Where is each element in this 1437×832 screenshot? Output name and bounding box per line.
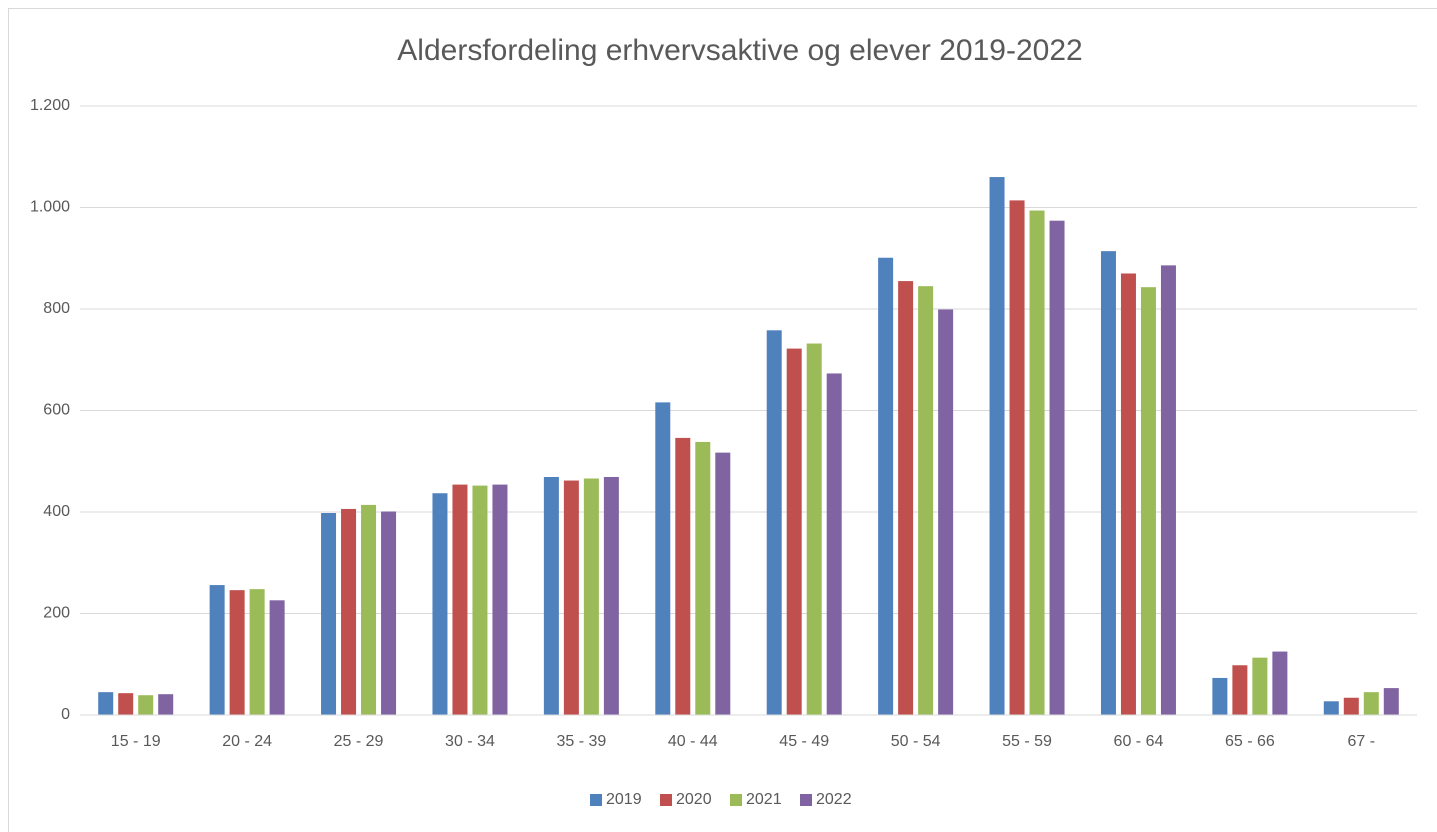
legend-label: 2020	[676, 791, 712, 808]
legend-swatch	[590, 794, 602, 806]
bar	[209, 585, 225, 715]
bar	[563, 480, 579, 715]
bar	[1323, 701, 1339, 715]
bar	[98, 692, 114, 715]
bar	[229, 590, 245, 715]
y-tick-label: 1.000	[30, 199, 70, 216]
x-tick-label: 45 - 49	[779, 733, 829, 750]
bar	[381, 511, 397, 715]
bar	[786, 348, 802, 715]
x-tick-label: 35 - 39	[556, 733, 606, 750]
bar	[655, 402, 671, 715]
y-tick-label: 0	[61, 706, 70, 723]
bar	[806, 343, 822, 715]
bar	[715, 452, 731, 715]
chart-title: Aldersfordeling erhvervsaktive og elever…	[397, 34, 1082, 67]
bar	[989, 177, 1005, 716]
bar	[1363, 692, 1379, 715]
bar	[878, 257, 894, 715]
bar	[1120, 273, 1136, 715]
y-tick-label: 200	[43, 605, 70, 622]
bar	[452, 484, 468, 715]
legend-label: 2022	[816, 791, 852, 808]
bar	[1140, 287, 1156, 715]
y-tick-label: 400	[43, 503, 70, 520]
bar	[158, 694, 174, 715]
legend-swatch	[800, 794, 812, 806]
legend-label: 2019	[606, 791, 642, 808]
legend-swatch	[730, 794, 742, 806]
bar	[675, 437, 691, 715]
bar	[341, 508, 357, 715]
bar	[118, 693, 134, 715]
bar	[603, 476, 619, 715]
y-tick-label: 600	[43, 402, 70, 419]
bar	[766, 330, 782, 715]
bar	[269, 600, 285, 715]
y-tick-label: 1.200	[30, 97, 70, 114]
bar	[361, 504, 377, 715]
bar	[826, 373, 842, 715]
x-tick-label: 20 - 24	[222, 733, 272, 750]
y-tick-label: 800	[43, 300, 70, 317]
bar	[1009, 200, 1025, 715]
bar	[1232, 665, 1248, 715]
bar	[1272, 651, 1288, 715]
bar	[918, 286, 934, 715]
bar	[1252, 657, 1268, 715]
bar	[321, 513, 337, 715]
x-tick-label: 30 - 34	[445, 733, 495, 750]
bar	[1343, 697, 1359, 715]
bar	[432, 493, 448, 715]
x-tick-label: 67 -	[1348, 733, 1376, 750]
bar	[472, 485, 488, 715]
x-tick-label: 40 - 44	[668, 733, 718, 750]
bar	[138, 695, 154, 715]
legend-label: 2021	[746, 791, 782, 808]
bar	[695, 441, 711, 715]
bar	[1212, 677, 1228, 715]
bar	[898, 281, 914, 715]
bar	[543, 476, 559, 715]
x-tick-label: 15 - 19	[111, 733, 161, 750]
x-tick-label: 60 - 64	[1114, 733, 1164, 750]
x-tick-label: 25 - 29	[334, 733, 384, 750]
x-tick-label: 55 - 59	[1002, 733, 1052, 750]
bar	[1029, 210, 1045, 716]
bar	[249, 589, 265, 715]
x-tick-label: 50 - 54	[891, 733, 941, 750]
bar	[1100, 251, 1116, 715]
legend-swatch	[660, 794, 672, 806]
bar	[1049, 220, 1065, 715]
bar	[938, 309, 954, 715]
bar	[1383, 688, 1399, 715]
x-tick-label: 65 - 66	[1225, 733, 1275, 750]
bar	[492, 484, 508, 715]
bar	[583, 478, 599, 715]
bar	[1160, 265, 1176, 715]
